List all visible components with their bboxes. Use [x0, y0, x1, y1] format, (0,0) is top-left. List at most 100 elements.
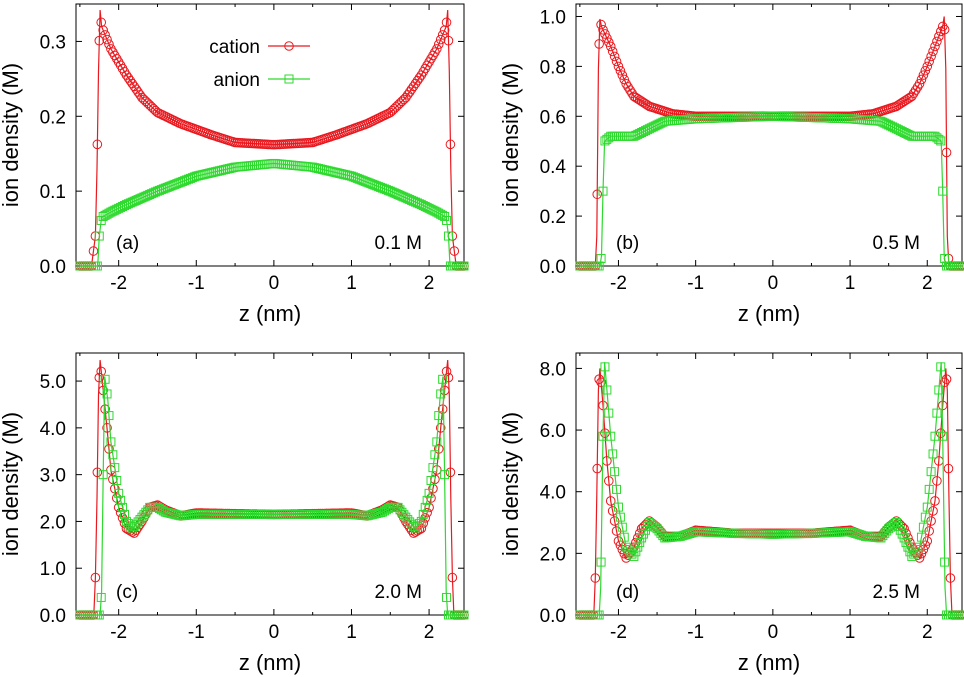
anion-data-point: [608, 449, 618, 459]
x-tick-label: -1: [687, 273, 704, 294]
cation-data-point: [615, 65, 626, 76]
y-tick-label: 3.0: [40, 466, 66, 487]
concentration-annotation: 0.5 M: [872, 233, 920, 254]
anion-data-point: [916, 532, 926, 542]
anion-data-point: [918, 522, 928, 532]
y-tick-label: 5.0: [40, 372, 66, 393]
anion-data-point: [432, 437, 442, 447]
panel-label: (d): [616, 582, 639, 603]
cation-data-point: [935, 428, 946, 438]
cation-data-point: [613, 61, 624, 72]
cation-data-point: [92, 139, 103, 150]
cation-data-point: [98, 25, 108, 36]
cation-data-point: [594, 374, 604, 385]
y-tick-label: 2.0: [40, 512, 66, 533]
anion-data-point: [615, 512, 625, 522]
cation-data-point: [592, 463, 603, 474]
plot-frame: [575, 352, 963, 616]
cation-data-point: [592, 189, 603, 200]
x-tick-label: 1: [346, 622, 357, 643]
legend-cation-marker: [284, 41, 294, 51]
anion-data-point: [606, 431, 616, 441]
cation-data-point: [90, 572, 101, 583]
anion-data-point: [903, 542, 913, 552]
concentration-annotation: 2.5 M: [872, 582, 920, 603]
anion-data-point: [96, 592, 106, 602]
anion-data-point: [424, 488, 434, 498]
anion-data-point: [420, 502, 430, 512]
cation-data-point: [437, 30, 448, 40]
y-tick-label: 0.3: [40, 32, 66, 53]
anion-data-point: [596, 254, 606, 264]
cation-data-point: [920, 65, 931, 76]
x-tick-label: -1: [188, 273, 205, 294]
anion-data-point: [631, 547, 641, 557]
anion-data-point: [94, 231, 104, 241]
anion-data-point: [629, 551, 639, 561]
cation-data-point: [619, 74, 630, 85]
cation-series-line: [79, 359, 464, 616]
anion-data-point: [957, 610, 964, 620]
cation-data-point: [943, 463, 954, 474]
legend-cation-label: cation: [209, 37, 260, 58]
y-tick-label: 0.0: [540, 257, 566, 278]
anion-data-point: [116, 495, 126, 505]
cation-data-point: [932, 36, 942, 47]
anion-data-point: [436, 389, 446, 399]
cation-data-point: [914, 79, 925, 89]
cation-data-point: [596, 377, 606, 388]
plot-frame: [75, 352, 465, 616]
anion-data-point: [926, 467, 936, 477]
cation-data-point: [604, 476, 614, 486]
y-tick-label: 4.0: [40, 419, 66, 440]
x-tick-label: 2: [424, 273, 435, 294]
anion-data-point: [957, 261, 964, 271]
anion-data-point: [594, 261, 604, 271]
x-axis-label: z (nm): [738, 301, 800, 326]
x-tick-label: 2: [424, 622, 435, 643]
anion-data-point: [612, 484, 622, 494]
anion-data-point: [104, 411, 114, 421]
x-tick-label: 1: [845, 273, 856, 294]
cation-data-point: [939, 377, 950, 388]
anion-data-point: [936, 136, 946, 146]
anion-data-point: [120, 509, 129, 519]
cation-series-line: [579, 16, 962, 267]
y-tick-label: 1.0: [540, 7, 566, 28]
x-tick-label: 1: [346, 273, 357, 294]
cation-data-point: [930, 496, 940, 506]
y-axis-label: ion density (M): [0, 412, 23, 556]
x-tick-label: -1: [687, 622, 704, 643]
y-tick-label: 0.6: [540, 107, 566, 128]
cation-data-point: [88, 246, 99, 256]
x-tick-label: -2: [110, 273, 127, 294]
y-tick-label: 0.2: [40, 107, 66, 128]
anion-data-point: [110, 463, 120, 473]
panel-c: -2 -1 0 1 2 0.0 1.0 2.0 3.0 4.0 5.0 z (nm) ion densi…: [0, 352, 469, 675]
x-tick-label: 1: [845, 622, 856, 643]
anion-data-point: [613, 502, 623, 512]
plot-frame: [575, 3, 963, 267]
y-tick-label: 0.2: [540, 207, 566, 228]
cation-data-point: [939, 24, 950, 35]
cation-data-point: [928, 46, 938, 57]
cation-data-point: [605, 496, 616, 506]
anion-data-point: [920, 512, 930, 522]
cation-data-point: [449, 246, 460, 256]
anion-data-point: [112, 475, 122, 485]
x-axis-label: z (nm): [239, 301, 301, 326]
cation-data-point: [924, 56, 934, 67]
cation-data-point: [447, 572, 458, 583]
x-axis-label: z (nm): [738, 650, 800, 675]
panel-b: -2 -1 0 1 2 0.0 0.2 0.4 0.6 0.8 1.0 z (nm) ion densi…: [498, 3, 964, 326]
anion-data-point: [106, 437, 116, 447]
anion-data-point: [114, 488, 124, 498]
anion-data-point: [936, 362, 946, 372]
anion-data-point: [922, 502, 932, 512]
anion-data-point: [440, 470, 450, 480]
cation-data-point: [926, 51, 936, 62]
cation-data-point: [435, 34, 446, 45]
x-tick-label: 0: [269, 622, 280, 643]
anion-data-point: [414, 519, 424, 529]
anion-data-point: [924, 484, 934, 494]
